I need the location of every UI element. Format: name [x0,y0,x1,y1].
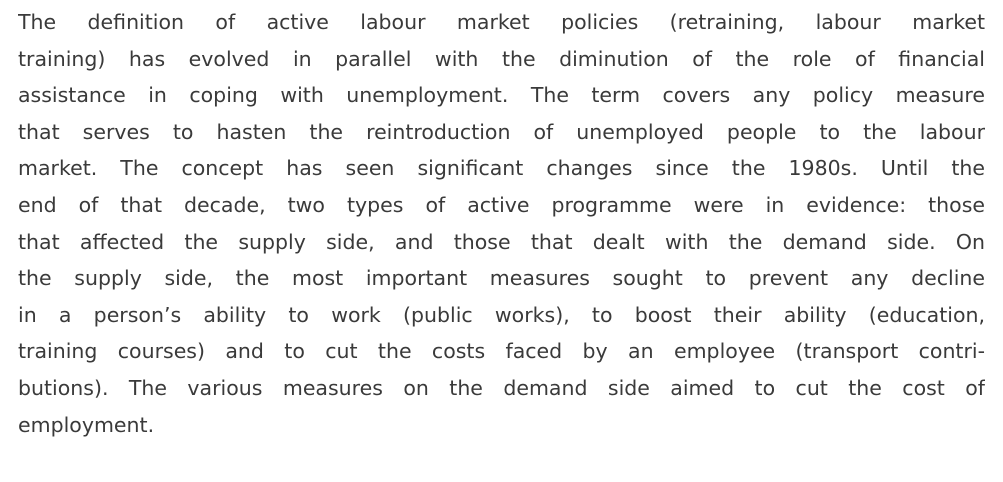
text-line: employment. [18,412,155,437]
text-line: market. The concept has seen significant… [18,156,985,181]
text-line: training courses) and to cut the costs f… [18,339,985,364]
text-line: The definition of active labour market p… [18,10,985,34]
text-line: end of that decade, two types of active … [18,192,985,217]
text-line: training) has evolved in parallel with t… [18,46,985,71]
text-line: butions). The various measures on the de… [18,375,985,400]
paragraph: The definition of active labour market p… [18,4,985,443]
text-line: that affected the supply side, and those… [18,229,985,254]
text-line: in a person’s ability to work (public wo… [18,302,985,327]
text-line: that serves to hasten the reintroduction… [18,119,985,144]
text-line: the supply side, the most important meas… [18,266,985,291]
text-line: assistance in coping with unemployment. … [18,83,985,108]
